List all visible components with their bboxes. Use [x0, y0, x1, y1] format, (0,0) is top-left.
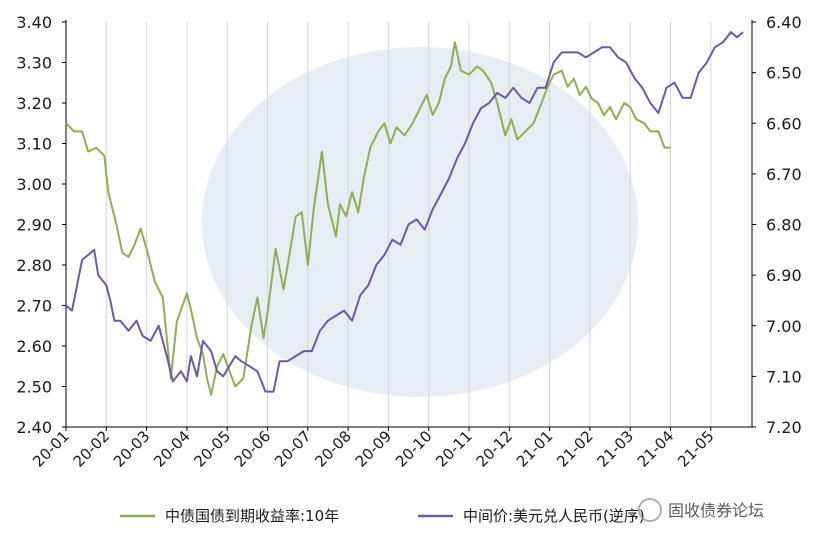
right-tick-label-0: 6.40 — [766, 13, 802, 32]
x-tick-label-14: 21-03 — [593, 427, 637, 471]
x-tick-label-8: 20-09 — [352, 427, 396, 471]
x-tick-label-13: 21-02 — [553, 427, 597, 471]
left-tick-label-6: 2.80 — [16, 256, 52, 275]
legend-label-yield: 中债国债到期收益率:10年 — [165, 507, 339, 525]
x-tick-label-1: 20-02 — [70, 427, 114, 471]
x-tick-label-2: 20-03 — [110, 427, 154, 471]
right-tick-label-1: 6.50 — [766, 64, 802, 83]
x-tick-label-3: 20-04 — [150, 427, 194, 471]
left-tick-label-1: 3.30 — [16, 54, 52, 73]
grid — [105, 22, 712, 427]
left-tick-label-0: 3.40 — [16, 13, 52, 32]
x-tick-label-11: 20-12 — [473, 427, 517, 471]
right-tick-label-2: 6.60 — [766, 114, 802, 133]
left-tick-label-4: 3.00 — [16, 175, 52, 194]
legend: 中债国债到期收益率:10年 中间价:美元兑人民币(逆序) — [120, 507, 645, 525]
right-tick-label-7: 7.10 — [766, 367, 802, 386]
x-tick-label-12: 21-01 — [513, 427, 557, 471]
x-tick-label-7: 20-08 — [311, 427, 355, 471]
wechat-icon — [638, 498, 662, 522]
x-tick-label-16: 21-05 — [674, 427, 718, 471]
series — [65, 31, 744, 396]
right-tick-label-8: 7.20 — [766, 418, 802, 437]
left-tick-label-5: 2.90 — [16, 216, 52, 235]
left-tick-label-7: 2.70 — [16, 297, 52, 316]
x-tick-label-4: 20-05 — [190, 427, 234, 471]
x-tick-label-15: 21-04 — [634, 427, 678, 471]
background-ellipse — [202, 47, 638, 397]
x-tick-label-10: 20-11 — [432, 427, 476, 471]
watermark-text: 固收债券论坛 — [668, 501, 764, 520]
x-tick-label-9: 20-10 — [392, 427, 436, 471]
x-tick-label-6: 20-07 — [271, 427, 315, 471]
right-tick-label-3: 6.70 — [766, 165, 802, 184]
left-tick-label-9: 2.50 — [16, 378, 52, 397]
x-tick-label-5: 20-06 — [231, 427, 275, 471]
left-tick-label-8: 2.60 — [16, 337, 52, 356]
right-tick-label-5: 6.90 — [766, 266, 802, 285]
left-tick-label-2: 3.20 — [16, 94, 52, 113]
left-tick-label-3: 3.10 — [16, 135, 52, 154]
right-tick-label-6: 7.00 — [766, 317, 802, 336]
right-tick-label-4: 6.80 — [766, 216, 802, 235]
left-tick-label-10: 2.40 — [16, 418, 52, 437]
legend-label-fx: 中间价:美元兑人民币(逆序) — [463, 507, 645, 525]
series-line-fx — [65, 31, 744, 393]
watermark: 固收债券论坛 — [638, 498, 764, 522]
